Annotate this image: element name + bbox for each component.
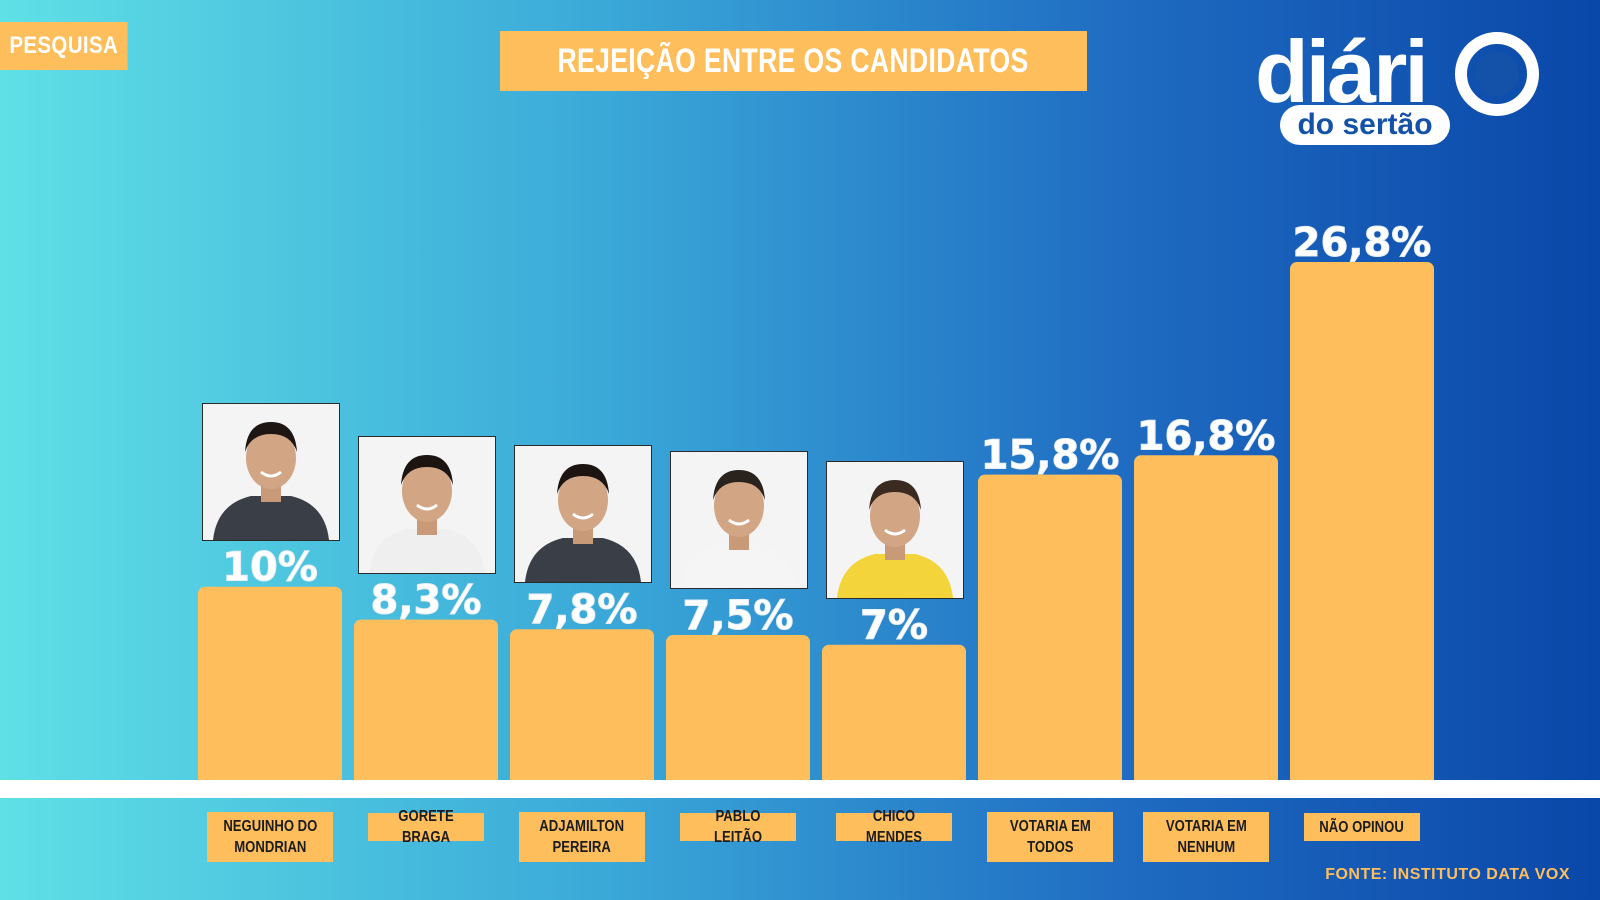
bar-value-label: 15,8% (981, 433, 1120, 479)
bar-value-label: 7% (860, 603, 928, 649)
bar-value-label: 7,5% (683, 593, 794, 639)
source-note: FONTE: INSTITUTO DATA VOX (1325, 866, 1570, 883)
candidate-photo (514, 445, 652, 584)
category-label-text: PABLO LEITÃO (713, 808, 763, 846)
bar (1134, 455, 1278, 786)
candidate-photo (670, 451, 808, 590)
logo-wordmark: diári (1255, 22, 1429, 121)
category-label: NÃO OPINOU (1304, 813, 1420, 841)
category-label: VOTARIA EM TODOS (987, 812, 1113, 862)
survey-tag: PESQUISA (0, 22, 128, 70)
logo-subtitle: do sertão (1297, 108, 1433, 141)
chart-baseline (0, 780, 1600, 798)
brand-logo: diári do sertão (1255, 22, 1585, 152)
chart-title: REJEIÇÃO ENTRE OS CANDIDATOS (557, 41, 1030, 80)
bar (978, 474, 1122, 786)
category-label: CHICO MENDES (836, 808, 952, 846)
bar (666, 635, 810, 786)
candidate-photo (826, 460, 964, 599)
bar-value-label: 10% (222, 545, 318, 591)
category-label: ADJAMILTON PEREIRA (519, 812, 645, 862)
survey-tag-label: PESQUISA (9, 32, 119, 59)
bar (354, 619, 498, 786)
bar (510, 629, 654, 786)
category-label-text: NÃO OPINOU (1319, 818, 1405, 836)
category-label-text: VOTARIA EM TODOS (1009, 818, 1091, 856)
bar-value-label: 26,8% (1293, 220, 1432, 266)
bar (822, 644, 966, 786)
category-label-text: GORETE BRAGA (398, 808, 454, 846)
category-label-text: NEGUINHO DO MONDRIAN (222, 818, 318, 856)
candidate-photo (202, 402, 340, 541)
logo-subtitle-pill: do sertão (1280, 105, 1450, 145)
category-label-text: ADJAMILTON PEREIRA (539, 818, 625, 856)
category-label: VOTARIA EM NENHUM (1143, 812, 1269, 862)
category-label: NEGUINHO DO MONDRIAN (207, 812, 333, 862)
bar (198, 586, 342, 786)
category-label: PABLO LEITÃO (680, 808, 796, 846)
logo-o-ring-icon (1455, 32, 1539, 116)
category-label-text: VOTARIA EM NENHUM (1165, 818, 1247, 856)
bar-value-label: 7,8% (527, 587, 638, 633)
bar-value-label: 16,8% (1137, 413, 1276, 459)
category-label: GORETE BRAGA (368, 808, 484, 846)
bar-value-label: 8,3% (371, 578, 482, 624)
bar (1290, 262, 1434, 786)
category-label-text: CHICO MENDES (865, 808, 923, 846)
chart-title-box: REJEIÇÃO ENTRE OS CANDIDATOS (500, 31, 1087, 91)
candidate-photo (358, 435, 496, 574)
